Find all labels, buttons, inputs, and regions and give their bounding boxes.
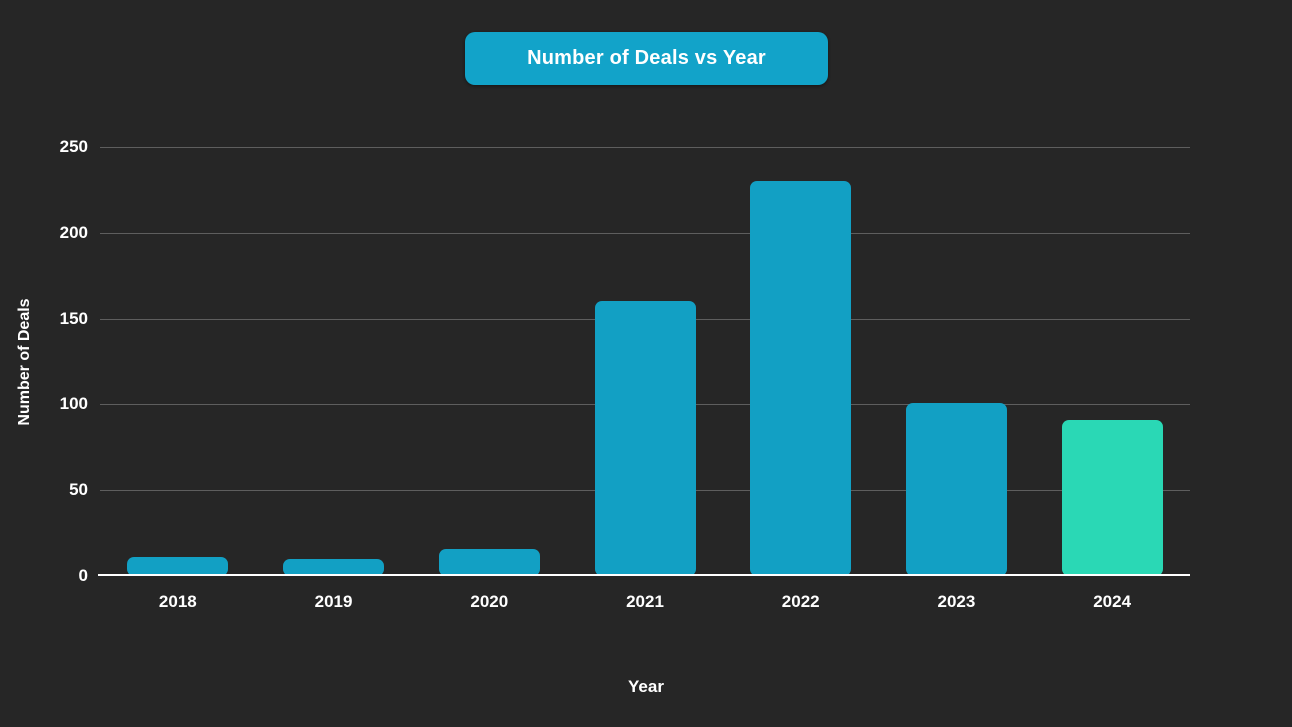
gridline-200	[100, 232, 1190, 234]
y-tick-100: 100	[59, 394, 88, 414]
plot-area: 0 50 100 150 200 250 2018 2019 2020 2021 2022 2023 2…	[60, 137, 1190, 611]
bar-2024	[1061, 419, 1163, 576]
bar-2020	[438, 548, 540, 576]
bar-2021	[594, 301, 696, 576]
x-tick-2019: 2019	[314, 592, 353, 611]
chart-title-pill: Number of Deals vs Year	[465, 32, 828, 85]
bar-2023	[905, 402, 1007, 576]
y-tick-150: 150	[59, 308, 88, 328]
y-tick-200: 200	[59, 222, 88, 242]
x-tick-2024: 2024	[1093, 592, 1132, 611]
bar-2019	[283, 558, 385, 576]
x-tick-2020: 2020	[470, 592, 509, 611]
y-tick-250: 250	[59, 137, 88, 156]
x-tick-2018: 2018	[158, 592, 197, 611]
y-tick-0: 0	[78, 566, 88, 585]
x-tick-2023: 2023	[937, 592, 976, 611]
bar-2022	[750, 181, 852, 576]
x-tick-2022: 2022	[781, 592, 820, 611]
chart-title: Number of Deals vs Year	[527, 47, 766, 69]
x-tick-2021: 2021	[626, 592, 664, 611]
y-axis-label: Number of Deals	[16, 298, 33, 426]
x-axis-label: Year	[628, 677, 664, 696]
y-tick-50: 50	[69, 480, 88, 500]
bar-2018	[127, 557, 229, 576]
gridline-250	[100, 147, 1190, 148]
x-axis-line	[98, 573, 1190, 576]
